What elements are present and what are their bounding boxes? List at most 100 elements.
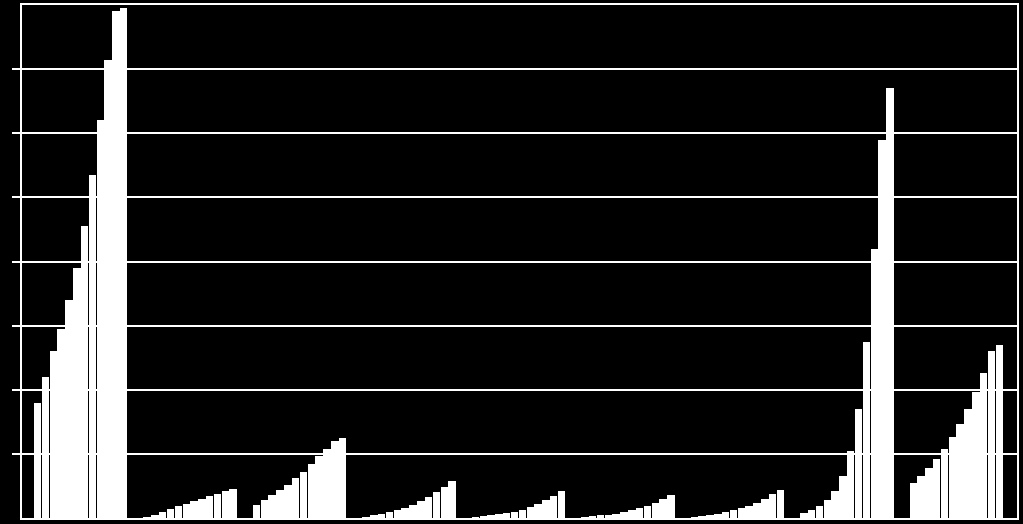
gridline	[22, 68, 1017, 70]
y-axis-tick	[12, 325, 20, 327]
bar	[198, 499, 205, 518]
bar	[480, 516, 487, 518]
bar	[300, 472, 307, 518]
bar	[839, 476, 846, 518]
bar	[972, 392, 979, 518]
bar	[878, 140, 885, 518]
gridline	[22, 325, 1017, 327]
bar	[550, 496, 557, 518]
bar	[964, 409, 971, 518]
bar	[214, 494, 221, 518]
bar	[503, 513, 510, 518]
bar	[738, 508, 745, 518]
bar	[97, 120, 104, 518]
plot-area	[20, 3, 1019, 520]
y-axis-tick	[12, 132, 20, 134]
bar	[753, 503, 760, 518]
bar	[120, 8, 127, 518]
bar	[800, 513, 807, 518]
bar	[824, 500, 831, 518]
bar	[441, 487, 448, 518]
bar	[73, 268, 80, 518]
bar	[433, 492, 440, 518]
bar	[558, 491, 565, 518]
bar	[229, 489, 236, 518]
bar	[511, 512, 518, 518]
bar	[370, 515, 377, 518]
bar	[425, 497, 432, 518]
bar	[988, 351, 995, 518]
bar	[745, 506, 752, 518]
bar	[394, 510, 401, 518]
y-axis-tick	[12, 68, 20, 70]
bar	[777, 490, 784, 518]
bar	[495, 514, 502, 518]
bar	[698, 516, 705, 518]
bar	[151, 515, 158, 518]
y-axis-tick	[12, 453, 20, 455]
bar	[933, 459, 940, 518]
bar	[714, 514, 721, 518]
bar	[167, 509, 174, 518]
gridline	[22, 196, 1017, 198]
bar	[253, 505, 260, 518]
bar	[89, 175, 96, 518]
bar	[691, 517, 698, 518]
bar	[222, 491, 229, 518]
bar	[386, 512, 393, 518]
bar	[362, 517, 369, 518]
bar	[722, 512, 729, 518]
bar	[871, 249, 878, 518]
bar	[175, 506, 182, 518]
bar	[636, 508, 643, 518]
bar	[206, 496, 213, 518]
bar	[659, 499, 666, 518]
bar	[409, 505, 416, 518]
bar	[315, 456, 322, 518]
bar	[917, 476, 924, 518]
bar	[542, 500, 549, 518]
bar	[534, 504, 541, 518]
bar	[81, 226, 88, 518]
bar	[925, 468, 932, 518]
bar	[761, 499, 768, 518]
bar	[190, 501, 197, 518]
bar	[910, 483, 917, 518]
bar	[268, 495, 275, 518]
bar	[941, 449, 948, 518]
bar	[808, 510, 815, 518]
bar	[628, 510, 635, 518]
bar	[581, 517, 588, 518]
bar	[284, 485, 291, 518]
bar	[323, 449, 330, 518]
bar	[706, 515, 713, 518]
bar	[401, 508, 408, 518]
y-axis-tick	[12, 261, 20, 263]
bar	[730, 510, 737, 518]
bar	[620, 512, 627, 518]
gridline	[22, 261, 1017, 263]
bar	[65, 300, 72, 518]
bar	[331, 441, 338, 518]
bar-chart	[0, 0, 1023, 524]
bar	[448, 481, 455, 518]
bar	[652, 503, 659, 518]
bar	[487, 515, 494, 518]
bar	[612, 514, 619, 518]
bar	[816, 506, 823, 518]
bar	[378, 514, 385, 518]
bar	[159, 512, 166, 518]
bar	[417, 501, 424, 518]
bar	[949, 437, 956, 518]
bar	[143, 517, 150, 518]
bar	[980, 373, 987, 518]
y-axis-tick	[12, 196, 20, 198]
bar	[292, 478, 299, 518]
bar	[996, 345, 1003, 518]
bar	[831, 491, 838, 518]
bar	[863, 342, 870, 518]
bar	[847, 451, 854, 518]
bar	[519, 510, 526, 518]
bar	[308, 464, 315, 518]
bar	[104, 60, 111, 518]
